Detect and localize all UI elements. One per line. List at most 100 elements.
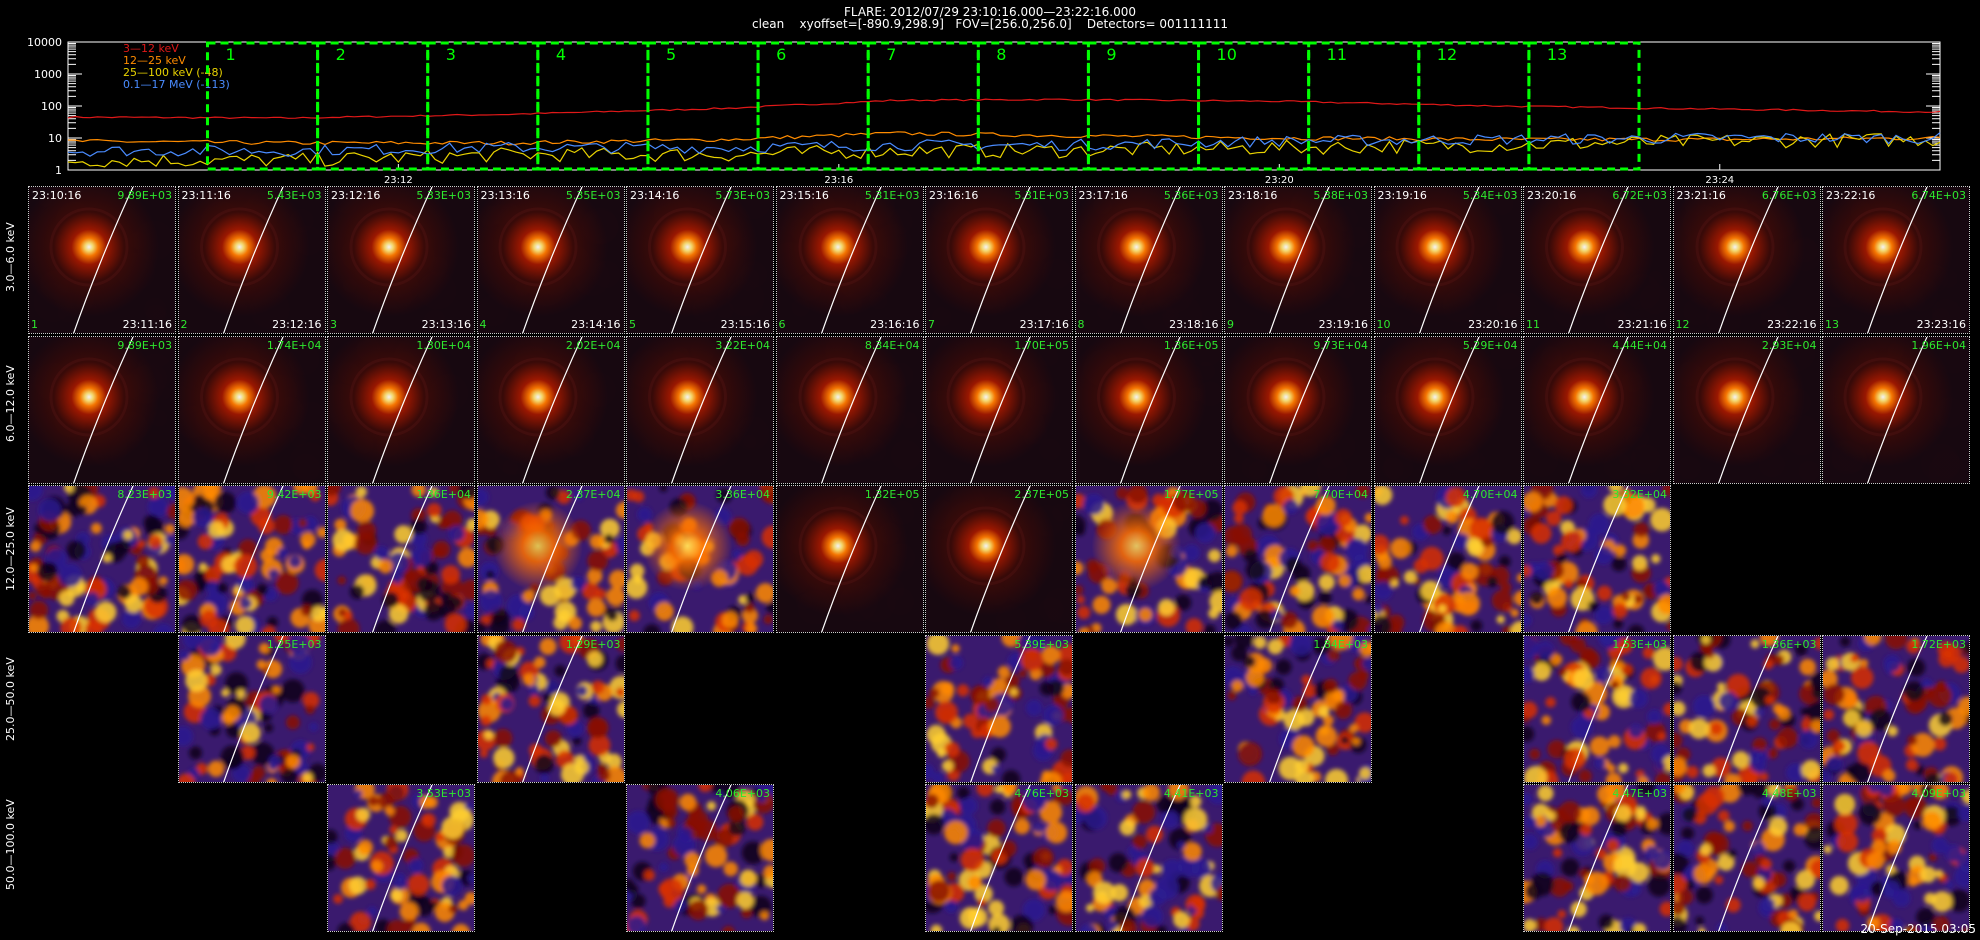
noise-blob (1637, 775, 1649, 782)
noise-blob (239, 722, 261, 743)
interval-label: 11 (1327, 45, 1347, 64)
noise-blob (238, 539, 257, 558)
noise-blob (1616, 688, 1631, 703)
noise-blob (370, 860, 383, 873)
image-cell: 2.37E+05 (925, 485, 1073, 633)
noise-blob (1038, 660, 1055, 677)
noise-blob (1498, 555, 1511, 568)
noise-blob (153, 623, 174, 632)
noise-blob (1907, 657, 1926, 676)
noise-blob (337, 618, 360, 632)
noise-blob (265, 777, 277, 782)
noise-blob (1280, 611, 1298, 630)
noise-blob (1318, 591, 1332, 605)
noise-blob (709, 785, 723, 793)
noise-blob (1885, 635, 1908, 649)
noise-blob (926, 635, 950, 655)
source-emission (29, 187, 175, 333)
noise-blob (1545, 696, 1556, 708)
noise-blob (333, 893, 343, 904)
noise-blob (1092, 881, 1116, 905)
noise-blob (1829, 875, 1849, 896)
noise-blob (1352, 587, 1365, 601)
noise-blob (263, 722, 273, 732)
image-cell: 1.29E+03 (476, 634, 625, 783)
noise-blob (533, 656, 546, 668)
noise-blob (276, 547, 288, 558)
noise-blob (1633, 594, 1643, 604)
noise-blob (741, 841, 765, 865)
noise-blob (137, 539, 146, 548)
noise-blob (956, 786, 970, 800)
diffuse-emission (1075, 486, 1222, 632)
noise-blob (234, 615, 254, 632)
noise-blob (746, 813, 764, 831)
noise-blob (301, 540, 311, 550)
noise-blob (288, 650, 312, 674)
interval-label: 7 (886, 45, 896, 64)
solar-limb (1568, 336, 1629, 483)
noise-blob (1354, 711, 1371, 733)
noise-blob (1154, 925, 1167, 931)
noise-blob (1561, 530, 1583, 553)
noise-blob (1546, 587, 1568, 608)
image-max-value: 2.37E+05 (1014, 488, 1069, 501)
noise-blob (1555, 806, 1565, 816)
noise-blob (1225, 635, 1234, 647)
sidelobe-ring (1395, 207, 1474, 287)
image-cell: 1.32E+05 (775, 485, 924, 633)
noise-blob (259, 548, 274, 563)
noise-blob (1598, 914, 1614, 930)
sidelobe-ring (1395, 357, 1474, 436)
image-max-value: 9.42E+03 (266, 488, 322, 501)
noise-blob (1238, 741, 1263, 766)
image-end-time: 23:20:16 (1468, 318, 1518, 331)
noise-blob (926, 724, 946, 744)
solar-limb (1568, 635, 1629, 782)
noise-blob (448, 525, 465, 542)
noise-blob (374, 545, 389, 561)
noise-blob (1673, 916, 1687, 931)
noise-blob (1941, 805, 1962, 827)
noise-blob (1283, 499, 1299, 515)
noise-blob (449, 595, 463, 610)
noise-blob (627, 916, 646, 931)
noise-blob (464, 603, 474, 619)
noise-blob (178, 649, 190, 661)
noise-blob (698, 785, 712, 792)
noise-blob (1110, 883, 1128, 902)
interval-label: 4 (556, 45, 566, 64)
noise-blob (1202, 823, 1213, 834)
noise-blob (1931, 836, 1949, 854)
noise-blob (1085, 903, 1094, 913)
noise-blob (976, 785, 994, 797)
source-emission (1225, 187, 1371, 333)
noise-blob (1621, 591, 1631, 602)
noise-blob (1628, 723, 1644, 738)
noise-blob (956, 683, 970, 697)
noise-blob (1753, 706, 1765, 717)
noise-blob (1931, 891, 1953, 913)
noise-blob (1245, 560, 1266, 580)
noise-blob (337, 922, 356, 931)
noise-blob (1322, 714, 1334, 726)
noise-blob (314, 558, 325, 582)
image-max-value: 5.73E+03 (715, 189, 770, 202)
solar-limb (970, 785, 1031, 931)
noise-blob (1606, 839, 1620, 853)
noise-blob (236, 491, 259, 514)
noise-blob (316, 526, 325, 538)
footer-date: 20-Sep-2015 03:05 (1860, 922, 1976, 936)
solar-limb (1867, 187, 1928, 333)
noise-blob (435, 832, 445, 842)
noise-blob (1060, 772, 1072, 782)
noise-blob (1811, 685, 1820, 700)
noise-blob (1349, 723, 1359, 733)
noise-blob (944, 900, 958, 913)
noise-blob (1014, 818, 1030, 835)
sidelobe-ring (49, 207, 129, 287)
noise-blob (1589, 735, 1610, 756)
noise-blob (498, 664, 518, 684)
solar-limb (1867, 785, 1928, 931)
noise-blob (95, 601, 117, 623)
